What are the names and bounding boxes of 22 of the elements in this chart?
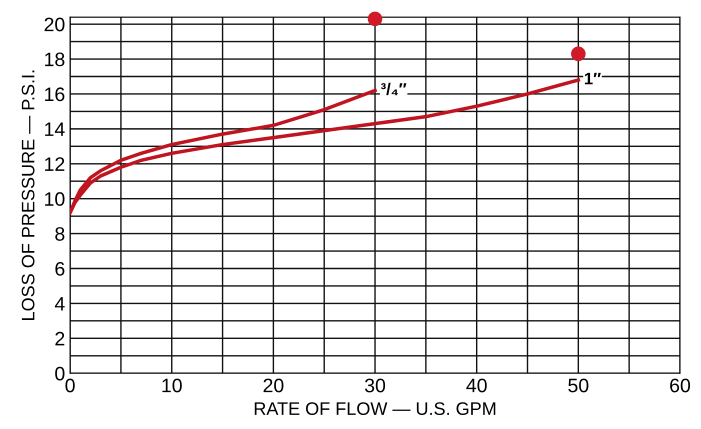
y-tick-label: 10 <box>45 192 64 206</box>
y-tick-label: 6 <box>55 262 64 276</box>
x-tick-label: 60 <box>670 378 690 392</box>
x-tick-label: 50 <box>568 378 588 392</box>
y-tick-label: 0 <box>55 366 64 380</box>
y-tick-label: 4 <box>54 297 65 310</box>
y-tick-label: 8 <box>55 227 64 241</box>
y-axis-title: LOSS OF PRESSURE — P.S.I. <box>22 70 34 320</box>
x-tick-label: 40 <box>466 378 487 392</box>
y-tick-label: 12 <box>45 157 64 171</box>
x-tick-label: 20 <box>264 378 284 392</box>
x-axis-title: RATE OF FLOW — U.S. GPM <box>254 402 496 416</box>
y-tick-label: 2 <box>55 332 64 346</box>
x-tick-label: 30 <box>364 378 386 392</box>
series-label: ³/₄″ <box>380 82 406 96</box>
y-tick-label: 18 <box>45 52 64 66</box>
y-tick-label: 14 <box>45 122 65 136</box>
y-tick-label: 16 <box>45 87 64 102</box>
x-tick-label: 0 <box>65 378 75 392</box>
x-tick-label: 10 <box>162 378 182 392</box>
y-tick-label: 20 <box>44 18 64 32</box>
series-label: 1″ <box>584 72 601 84</box>
